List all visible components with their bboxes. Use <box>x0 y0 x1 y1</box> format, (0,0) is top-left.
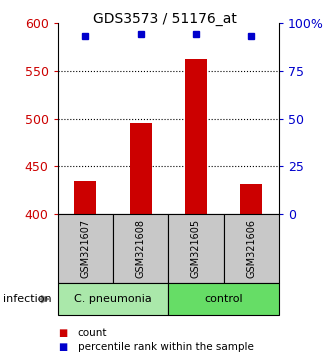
Text: control: control <box>204 294 243 304</box>
Text: count: count <box>78 328 107 338</box>
Bar <box>240 184 262 214</box>
Text: GSM321605: GSM321605 <box>191 219 201 278</box>
Text: C. pneumonia: C. pneumonia <box>74 294 152 304</box>
Bar <box>130 123 152 214</box>
Bar <box>74 181 96 214</box>
Text: GSM321607: GSM321607 <box>81 219 90 278</box>
Text: GSM321606: GSM321606 <box>246 219 256 278</box>
Text: ■: ■ <box>58 342 67 352</box>
Text: infection: infection <box>3 294 52 304</box>
Text: percentile rank within the sample: percentile rank within the sample <box>78 342 253 352</box>
Bar <box>185 59 207 214</box>
Text: GSM321608: GSM321608 <box>136 219 146 278</box>
Text: GDS3573 / 51176_at: GDS3573 / 51176_at <box>93 12 237 27</box>
Text: ■: ■ <box>58 328 67 338</box>
